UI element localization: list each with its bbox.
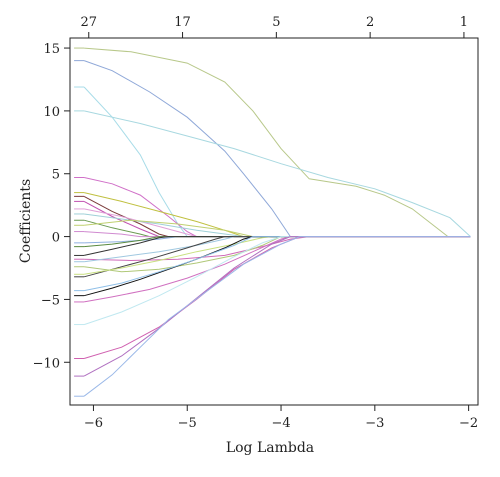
coefficient-path	[83, 60, 471, 238]
top-tick-label: 1	[460, 15, 468, 30]
coefficient-path	[83, 236, 471, 359]
top-tick-label: 27	[80, 15, 97, 30]
top-tick-label: 5	[272, 15, 280, 30]
coefficient-path	[83, 110, 471, 237]
coefficient-path	[83, 236, 471, 397]
variable-labels	[74, 47, 85, 397]
x-tick-label: −4	[271, 416, 290, 431]
y-tick-label: −10	[33, 356, 60, 371]
x-axis-title: Log Lambda	[226, 440, 314, 456]
top-axis-ticks: 27 17 5 2 1	[80, 15, 468, 38]
x-tick-label: −6	[84, 416, 103, 431]
top-tick-label: 2	[366, 15, 374, 30]
coefficient-path	[84, 236, 471, 292]
y-axis-title: Coefficients	[18, 179, 34, 263]
y-tick-label: 0	[52, 231, 60, 246]
coefficient-path	[84, 208, 471, 238]
coefficient-path	[83, 86, 471, 238]
y-tick-label: 10	[43, 105, 60, 120]
coefficient-paths	[83, 47, 471, 397]
coefficient-path	[83, 236, 471, 326]
plot-frame	[69, 37, 479, 406]
y-axis-ticks: −10 −5 0 5 10 15	[33, 42, 70, 371]
y-tick-label: 15	[43, 42, 60, 57]
x-tick-label: −3	[365, 416, 384, 431]
coefficient-path	[84, 47, 471, 238]
coefficient-path	[83, 219, 471, 238]
y-tick-label: −5	[41, 293, 60, 308]
x-tick-label: −5	[178, 416, 197, 431]
y-tick-label: 5	[52, 168, 60, 183]
x-tick-label: −2	[459, 416, 478, 431]
top-tick-label: 17	[174, 15, 191, 30]
coefficient-path	[83, 236, 471, 377]
x-axis-ticks: −6 −5 −4 −3 −2	[84, 405, 478, 431]
coefficient-path	[83, 236, 471, 256]
